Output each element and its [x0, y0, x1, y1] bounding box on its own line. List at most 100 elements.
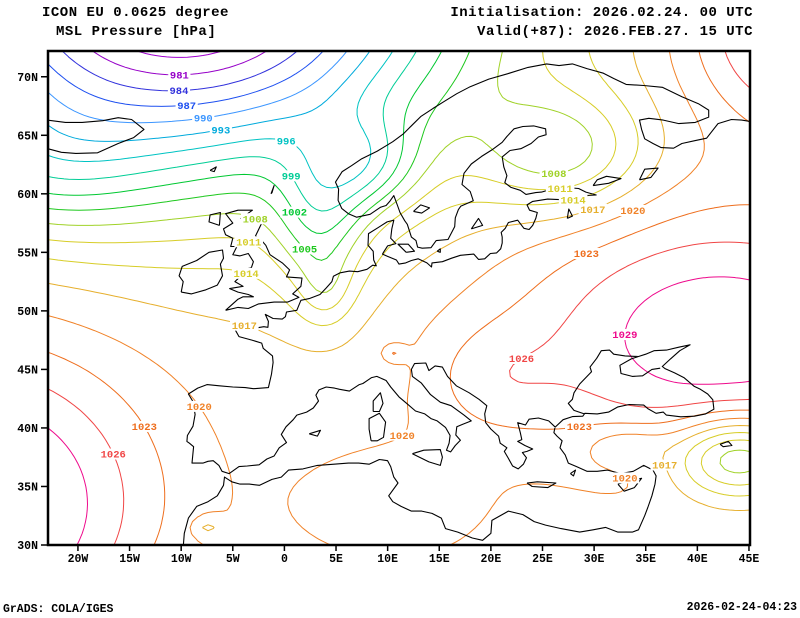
- isobar-1014: [48, 51, 750, 497]
- lon-tick-label: 15W: [119, 553, 140, 566]
- contour-label-mask: [230, 319, 259, 331]
- lon-tick-label: 0: [281, 553, 288, 566]
- contour-label-mask: [387, 429, 417, 441]
- contour-label-mask: [290, 243, 319, 255]
- contour-label: 1023: [574, 249, 599, 261]
- creation-timestamp: 2026-02-24-04:23: [686, 601, 797, 614]
- lon-tick-label: 5W: [226, 553, 240, 566]
- isobar-1023: [48, 51, 750, 545]
- contour-label: 1008: [243, 214, 268, 226]
- contour-label-mask: [129, 420, 159, 432]
- contour-label-mask: [98, 448, 128, 460]
- lat-tick-label: 45N: [17, 364, 38, 377]
- contour-label: 1011: [236, 237, 261, 249]
- contour-label-mask: [572, 247, 601, 259]
- grads-credit: GrADS: COLA/IGES: [3, 603, 114, 616]
- coastline-layer: [48, 63, 750, 545]
- lat-tick-label: 55N: [17, 247, 38, 260]
- lon-tick-label: 45E: [739, 553, 760, 566]
- contour-label-mask: [618, 204, 648, 216]
- isobar-1011: [48, 51, 750, 486]
- lon-tick-label: 25E: [532, 553, 553, 566]
- contour-label-mask: [275, 135, 298, 147]
- contour-label: 1017: [580, 205, 605, 217]
- contour-label: 981: [170, 70, 189, 82]
- contour-label-mask: [565, 421, 594, 433]
- contour-label: 1026: [101, 450, 126, 462]
- contour-label: 1020: [620, 206, 645, 218]
- lat-tick-label: 30N: [17, 540, 38, 553]
- lon-tick-label: 10E: [377, 553, 398, 566]
- contour-label: 1005: [292, 245, 317, 257]
- initialisation-time: Initialisation: 2026.02.24. 00 UTC: [450, 5, 753, 21]
- contour-label: 1002: [282, 208, 307, 220]
- isobar-layer: [48, 51, 750, 545]
- isobar-999: [48, 51, 417, 212]
- contour-label-mask: [240, 213, 270, 225]
- axis-layer: 20W 15W 10W 5W 0 5E 10E 15E 20E 25E 30E 35E 40E 45E 30…: [17, 72, 759, 566]
- contour-label: 1020: [390, 431, 415, 443]
- lon-tick-label: 35E: [635, 553, 656, 566]
- lat-tick-label: 35N: [17, 481, 38, 494]
- contour-label-mask: [610, 472, 640, 484]
- contour-label-mask: [578, 203, 608, 215]
- contour-label: 1011: [548, 184, 573, 196]
- lon-tick-label: 10W: [171, 553, 192, 566]
- contour-label-mask: [650, 459, 680, 471]
- contour-label-mask: [231, 267, 261, 279]
- contour-label-mask: [184, 400, 214, 412]
- contour-label: 990: [194, 114, 213, 126]
- contour-label: 1023: [567, 422, 592, 434]
- isobar-990: [48, 51, 348, 124]
- contour-label-mask: [539, 168, 569, 180]
- lon-tick-label: 5E: [329, 553, 343, 566]
- variable-title: MSL Pressure [hPa]: [56, 24, 217, 40]
- contour-label-mask: [209, 124, 232, 136]
- isobar-1008: [48, 51, 750, 474]
- isobar-1002: [48, 51, 443, 235]
- contour-label-mask: [280, 206, 309, 218]
- isobar-978: [136, 51, 223, 58]
- contour-label: 993: [211, 125, 230, 137]
- lon-tick-label: 40E: [687, 553, 708, 566]
- contour-label-mask: [192, 112, 215, 124]
- contour-label-mask: [545, 182, 575, 194]
- contour-label-mask: [558, 194, 588, 206]
- model-title: ICON EU 0.0625 degree: [42, 5, 229, 21]
- lon-tick-label: 20W: [68, 553, 89, 566]
- contour-label: 987: [177, 101, 196, 113]
- contour-label: 984: [169, 86, 188, 98]
- contour-label: 1020: [187, 402, 212, 414]
- lon-tick-label: 20E: [481, 553, 502, 566]
- lat-tick-label: 65N: [17, 130, 38, 143]
- valid-time: Valid(+87): 2026.FEB.27. 15 UTC: [477, 24, 753, 40]
- lat-tick-label: 70N: [17, 72, 38, 85]
- contour-label-mask: [280, 170, 303, 182]
- map-frame: [46, 49, 752, 547]
- contour-label-mask: [234, 236, 264, 248]
- contour-label-mask: [175, 99, 198, 111]
- contour-label: 1017: [232, 321, 257, 333]
- isobar-1005: [48, 51, 471, 261]
- lat-tick-label: 60N: [17, 189, 38, 202]
- isobar-1026: [48, 51, 750, 545]
- contour-label: 1026: [509, 354, 534, 366]
- contour-label: 1017: [652, 461, 677, 473]
- contour-label: 1023: [132, 422, 157, 434]
- coastlines: [48, 63, 750, 545]
- contour-label-mask: [610, 328, 640, 340]
- contour-label-mask: [168, 69, 191, 81]
- contour-label: 1029: [612, 330, 637, 342]
- isobar-1020: [48, 51, 750, 545]
- lat-tick-label: 50N: [17, 306, 38, 319]
- isobar-1017: [48, 51, 750, 532]
- lon-tick-label: 15E: [429, 553, 450, 566]
- contour-label: 1020: [612, 474, 637, 486]
- contour-label: 1008: [541, 169, 566, 181]
- contour-label-mask: [167, 85, 191, 97]
- contour-label: 999: [282, 171, 301, 183]
- lat-tick-label: 40N: [17, 423, 38, 436]
